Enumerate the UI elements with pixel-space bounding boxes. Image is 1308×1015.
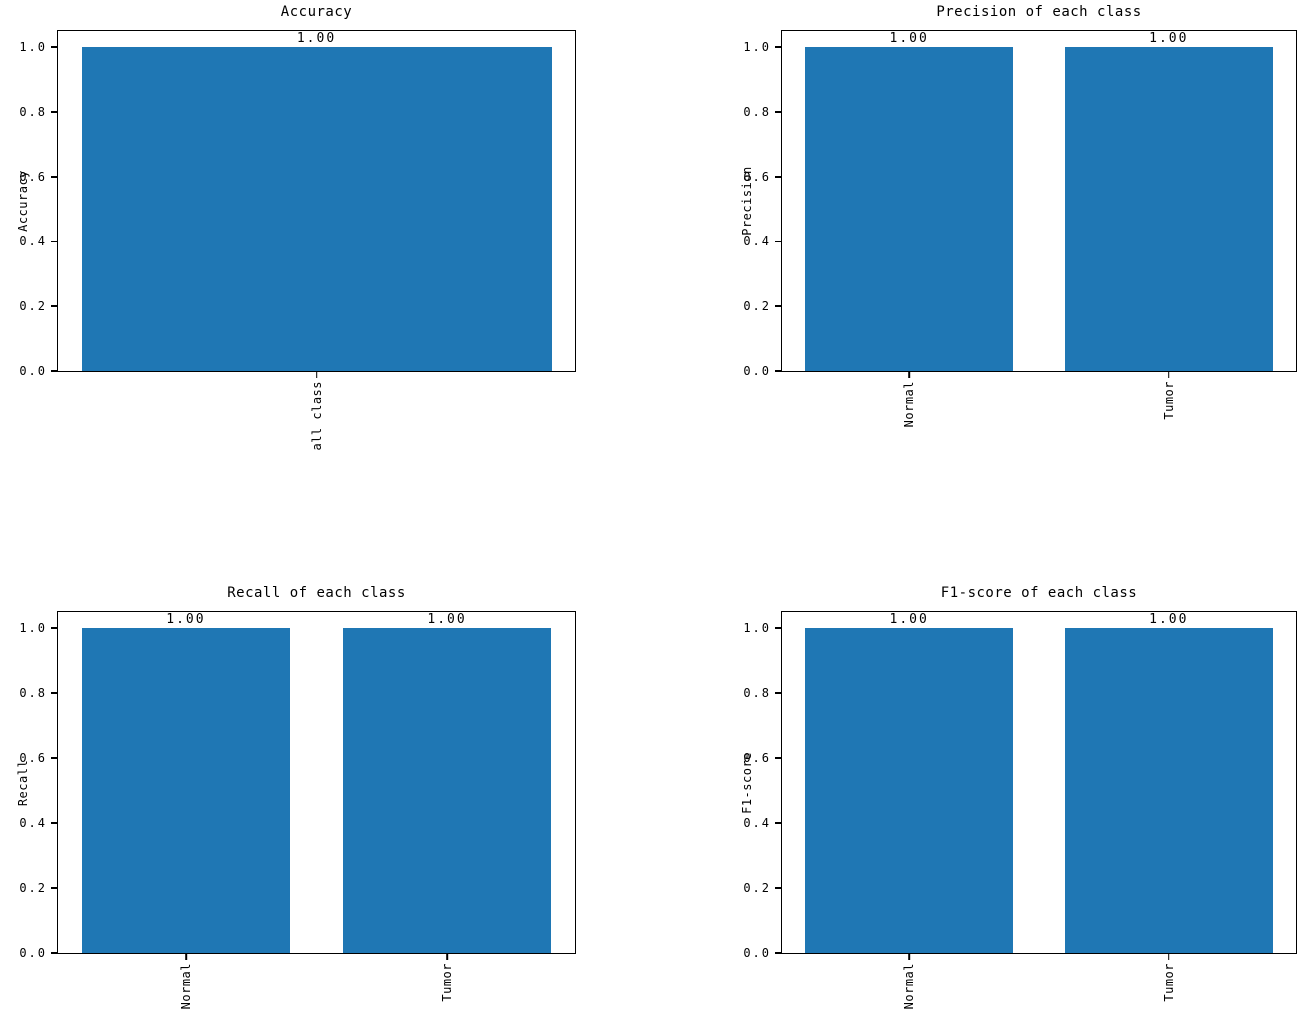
y-tick-mark	[775, 175, 781, 178]
x-tick-mark	[1168, 954, 1170, 960]
bar	[81, 628, 291, 953]
y-tick-mark	[51, 175, 57, 178]
bar	[81, 47, 552, 371]
y-axis-label: Recall	[16, 759, 30, 806]
y-tick-label: 1.0	[743, 40, 771, 55]
y-tick-label: 0.4	[19, 234, 47, 249]
chart-title: Recall of each class	[227, 585, 406, 601]
y-tick-mark	[775, 305, 781, 308]
x-tick-mark	[908, 372, 910, 378]
bar-value-label: 1.00	[166, 612, 206, 628]
x-tick-mark	[1168, 372, 1170, 378]
bar	[805, 47, 1014, 371]
y-tick-mark	[775, 757, 781, 759]
y-tick-mark	[51, 111, 57, 113]
y-tick-label: 1.0	[19, 621, 47, 636]
y-tick-mark	[51, 822, 57, 824]
y-tick-mark	[51, 627, 57, 630]
y-tick-mark	[775, 46, 781, 48]
x-tick-mark	[185, 954, 187, 960]
bar-value-label: 1.00	[296, 31, 337, 47]
y-tick-label: 1.0	[19, 40, 47, 55]
subplot-f1-score: F1-score of each class F1-score 0.0 0.2 0.…	[740, 585, 1297, 1009]
y-tick-mark	[51, 305, 57, 308]
bar-value-label: 1.00	[1149, 612, 1189, 628]
x-tick-mark	[446, 954, 448, 960]
y-tick-label: 0.6	[743, 751, 771, 766]
bar-value-label: 1.00	[1149, 31, 1189, 47]
y-tick-mark	[51, 240, 57, 243]
bar	[1064, 47, 1273, 371]
y-tick-mark	[775, 240, 781, 243]
y-tick-mark	[775, 111, 781, 113]
y-tick-label: 0.8	[19, 104, 47, 119]
chart-title: F1-score of each class	[940, 585, 1138, 601]
y-tick-label: 0.8	[743, 104, 771, 119]
y-tick-mark	[775, 887, 781, 889]
x-tick-label: all class	[309, 381, 324, 451]
y-tick-label: 0.8	[19, 686, 47, 701]
y-tick-label: 0.6	[743, 169, 771, 184]
y-tick-label: 0.0	[19, 946, 47, 960]
y-tick-label: 0.6	[19, 169, 47, 184]
y-tick-mark	[51, 46, 57, 48]
y-tick-mark	[51, 692, 57, 694]
y-tick-label: 0.2	[19, 881, 47, 896]
bar	[342, 628, 552, 953]
x-tick-label: Tumor	[1161, 381, 1176, 420]
subplot-recall: Recall of each class Recall 0.0 0.2 0.4 0.6…	[16, 585, 576, 1009]
x-tick-label: Tumor	[1161, 963, 1176, 1002]
y-tick-label: 0.4	[19, 816, 47, 831]
x-tick-mark	[315, 372, 318, 378]
y-tick-label: 0.2	[19, 299, 47, 314]
x-tick-label: Normal	[902, 381, 917, 428]
y-tick-mark	[51, 887, 57, 889]
y-tick-label: 1.0	[743, 621, 771, 636]
y-tick-mark	[775, 692, 781, 694]
x-tick-label: Normal	[902, 963, 917, 1010]
y-tick-label: 0.2	[743, 881, 771, 896]
x-tick-label: Tumor	[440, 963, 455, 1002]
y-tick-label: 0.4	[743, 816, 771, 831]
chart-title: Precision of each class	[936, 4, 1142, 20]
y-tick-mark	[51, 370, 57, 372]
x-tick-mark	[908, 954, 910, 960]
y-tick-label: 0.0	[19, 364, 47, 378]
y-tick-label: 0.2	[743, 299, 771, 314]
y-tick-mark	[775, 370, 781, 372]
subplot-accuracy: Accuracy Accuracy 0.0 0.2 0.4 0.6 0.8 1.0 1.00…	[16, 4, 576, 451]
y-tick-mark	[775, 822, 781, 824]
bar-value-label: 1.00	[889, 31, 929, 47]
y-tick-label: 0.8	[743, 686, 771, 701]
bar-value-label: 1.00	[889, 612, 929, 628]
x-tick-label: Normal	[178, 963, 193, 1010]
y-tick-mark	[775, 952, 781, 954]
chart-title: Accuracy	[280, 4, 353, 20]
y-tick-label: 0.0	[743, 946, 771, 960]
subplot-precision: Precision of each class Precision 0.0 0.2…	[740, 4, 1297, 427]
y-tick-label: 0.0	[743, 364, 771, 378]
y-tick-mark	[51, 952, 57, 954]
y-tick-mark	[51, 757, 57, 759]
bar-value-label: 1.00	[427, 612, 467, 628]
bar	[805, 628, 1014, 953]
y-tick-label: 0.4	[743, 234, 771, 249]
bar	[1064, 628, 1273, 953]
y-tick-label: 0.6	[19, 751, 47, 766]
y-tick-mark	[775, 627, 781, 630]
